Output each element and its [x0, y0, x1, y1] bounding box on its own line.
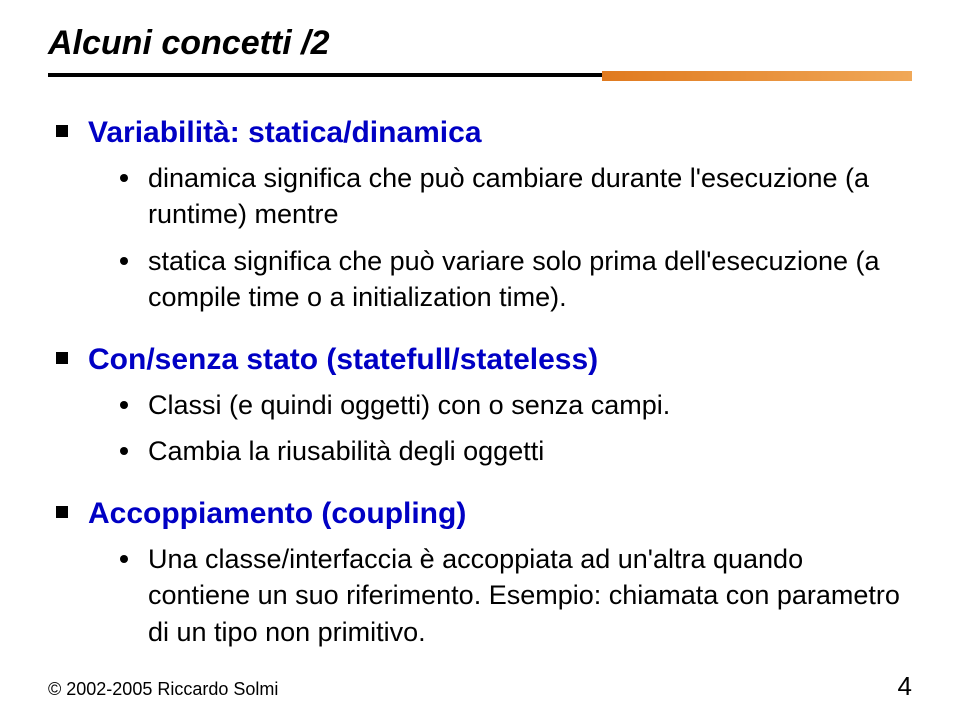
- page-number: 4: [898, 671, 912, 702]
- square-bullet-icon: [56, 125, 68, 137]
- dot-bullet-icon: [120, 257, 128, 265]
- rule-accent-bar: [602, 71, 912, 81]
- bullet-1-item-1: dinamica significa che può cambiare dura…: [56, 160, 912, 233]
- bullet-1-heading: Variabilità: statica/dinamica: [88, 113, 482, 152]
- bullet-1-item-2-text: statica significa che può variare solo p…: [148, 243, 912, 316]
- footer: © 2002-2005 Riccardo Solmi 4: [48, 671, 912, 702]
- bullet-2-item-2: Cambia la riusabilità degli oggetti: [56, 433, 912, 469]
- bullet-2-heading: Con/senza stato (statefull/stateless): [88, 340, 598, 379]
- bullet-3: Accoppiamento (coupling): [56, 494, 912, 533]
- rule-line: [48, 73, 912, 77]
- bullet-2-item-1: Classi (e quindi oggetti) con o senza ca…: [56, 387, 912, 423]
- bullet-2-item-2-text: Cambia la riusabilità degli oggetti: [148, 433, 544, 469]
- bullet-3-item-1-text: Una classe/interfaccia è accoppiata ad u…: [148, 541, 912, 650]
- slide: Alcuni concetti /2 Variabilità: statica/…: [0, 0, 960, 720]
- bullet-3-heading: Accoppiamento (coupling): [88, 494, 466, 533]
- slide-title: Alcuni concetti /2: [48, 24, 912, 63]
- bullet-3-item-1: Una classe/interfaccia è accoppiata ad u…: [56, 541, 912, 650]
- dot-bullet-icon: [120, 447, 128, 455]
- bullet-1-item-1-text: dinamica significa che può cambiare dura…: [148, 160, 912, 233]
- square-bullet-icon: [56, 506, 68, 518]
- bullet-2-item-1-text: Classi (e quindi oggetti) con o senza ca…: [148, 387, 670, 423]
- dot-bullet-icon: [120, 401, 128, 409]
- copyright-text: © 2002-2005 Riccardo Solmi: [48, 679, 278, 700]
- square-bullet-icon: [56, 352, 68, 364]
- bullet-2: Con/senza stato (statefull/stateless): [56, 340, 912, 379]
- title-rule: [48, 73, 912, 77]
- dot-bullet-icon: [120, 555, 128, 563]
- bullet-1-item-2: statica significa che può variare solo p…: [56, 243, 912, 316]
- content-area: Variabilità: statica/dinamica dinamica s…: [48, 113, 912, 650]
- dot-bullet-icon: [120, 174, 128, 182]
- bullet-1: Variabilità: statica/dinamica: [56, 113, 912, 152]
